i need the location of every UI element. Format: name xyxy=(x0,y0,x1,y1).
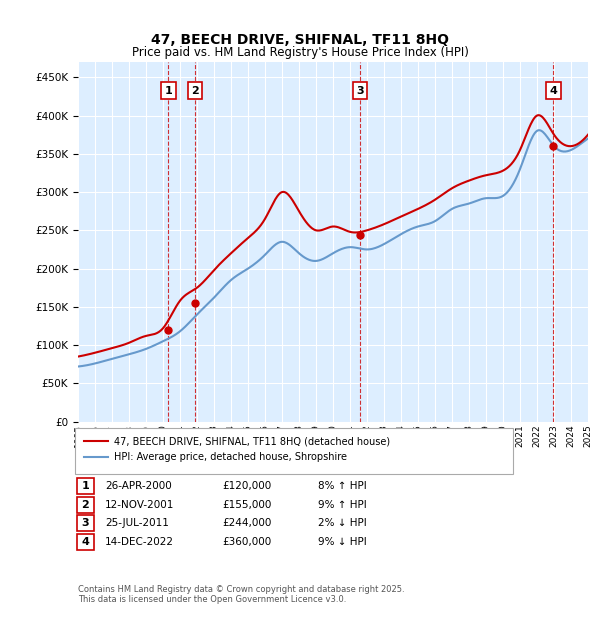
Text: 9% ↓ HPI: 9% ↓ HPI xyxy=(318,537,367,547)
Text: 4: 4 xyxy=(82,537,89,547)
Text: 47, BEECH DRIVE, SHIFNAL, TF11 8HQ: 47, BEECH DRIVE, SHIFNAL, TF11 8HQ xyxy=(151,33,449,47)
Text: 1: 1 xyxy=(82,481,89,491)
Text: 3: 3 xyxy=(356,86,364,95)
Text: £155,000: £155,000 xyxy=(222,500,271,510)
Text: £120,000: £120,000 xyxy=(222,481,271,491)
Text: 25-JUL-2011: 25-JUL-2011 xyxy=(105,518,169,528)
Text: 3: 3 xyxy=(82,518,89,528)
Text: 4: 4 xyxy=(550,86,557,95)
Text: HPI: Average price, detached house, Shropshire: HPI: Average price, detached house, Shro… xyxy=(114,452,347,462)
Text: 1: 1 xyxy=(164,86,172,95)
Text: 14-DEC-2022: 14-DEC-2022 xyxy=(105,537,174,547)
Text: 8% ↑ HPI: 8% ↑ HPI xyxy=(318,481,367,491)
Text: 2% ↓ HPI: 2% ↓ HPI xyxy=(318,518,367,528)
Text: 9% ↑ HPI: 9% ↑ HPI xyxy=(318,500,367,510)
Text: 12-NOV-2001: 12-NOV-2001 xyxy=(105,500,175,510)
Text: Contains HM Land Registry data © Crown copyright and database right 2025.
This d: Contains HM Land Registry data © Crown c… xyxy=(78,585,404,604)
Text: 2: 2 xyxy=(191,86,199,95)
Text: 2: 2 xyxy=(82,500,89,510)
Text: £244,000: £244,000 xyxy=(222,518,271,528)
Text: £360,000: £360,000 xyxy=(222,537,271,547)
Text: 47, BEECH DRIVE, SHIFNAL, TF11 8HQ (detached house): 47, BEECH DRIVE, SHIFNAL, TF11 8HQ (deta… xyxy=(114,436,390,446)
Text: 26-APR-2000: 26-APR-2000 xyxy=(105,481,172,491)
Text: Price paid vs. HM Land Registry's House Price Index (HPI): Price paid vs. HM Land Registry's House … xyxy=(131,46,469,59)
